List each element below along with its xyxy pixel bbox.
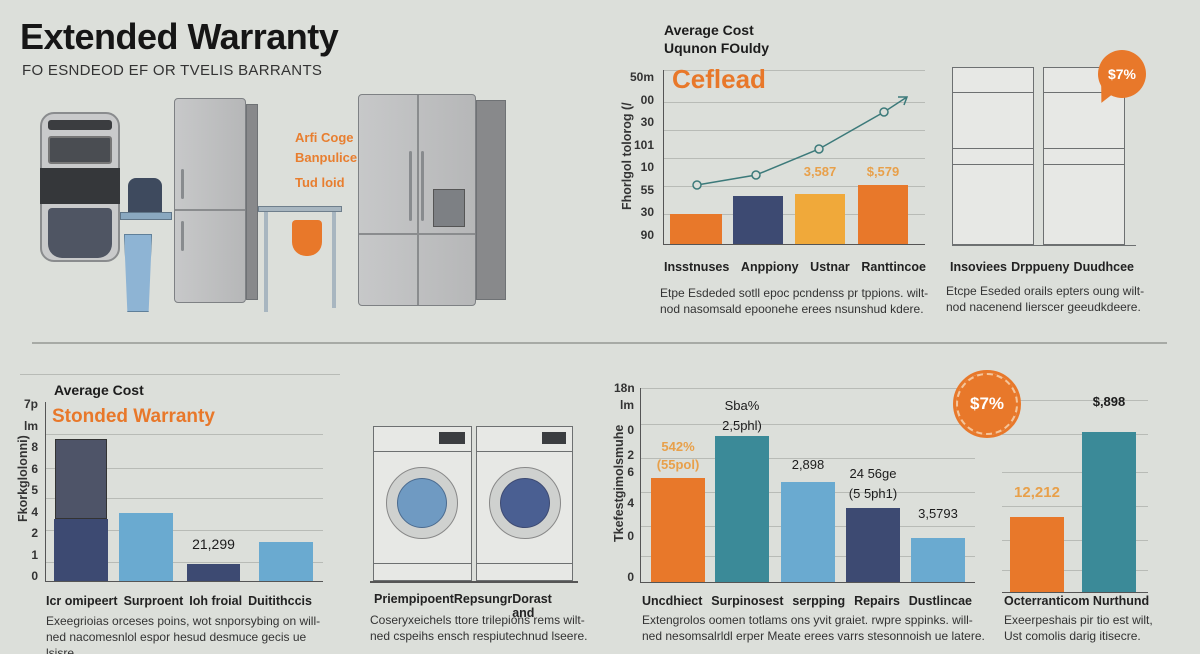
panel-bottom-middle: Priempipoent Repsungr Dorast and Coseryx… (340, 400, 600, 654)
bar (651, 478, 705, 582)
percent-badge: $7% (1098, 50, 1146, 98)
bar (858, 185, 908, 244)
category-labels: Uncdhiect Surpinosest serpping Repairs D… (642, 594, 972, 608)
trash-bin-icon (124, 234, 152, 312)
y-ticks: 50m 00 30 101 10 55 30 90 (629, 70, 654, 242)
plot-area: Stonded Warranty 21,299 (45, 402, 323, 582)
bar (911, 538, 965, 582)
value-label: 542% (55pol) (656, 439, 700, 472)
category-labels: Priempipoent Repsungr Dorast and (374, 592, 552, 620)
bar (1010, 517, 1064, 592)
oven-icon (40, 112, 120, 262)
percent-badge: $7% (953, 370, 1021, 438)
washing-machine-icon (373, 426, 472, 581)
chart-bottom-right: Tkefestgimolsmuhe 18n lm 0 2 6 4 0 0 542… (600, 370, 1200, 654)
appliance-illustration: Arfi Coge Banpulice Tud loid (0, 90, 580, 330)
value-label: $,898 (1092, 394, 1126, 409)
y-ticks: 7p lm 8 6 5 4 2 1 0 (23, 397, 38, 583)
bar (795, 194, 845, 244)
value-label: 24 56ge (5 5ph1) (848, 466, 898, 501)
trend-line (692, 96, 909, 190)
bar (119, 513, 173, 581)
bar (715, 436, 769, 582)
water-dispenser-icon (433, 189, 465, 227)
bar (54, 519, 108, 581)
plot-area-right: 12,212 $,898 (1002, 394, 1148, 593)
chart-title: Average Cost (54, 382, 144, 398)
value-label: 3,5793 (918, 506, 958, 521)
plot-area: Ceflead 3,587 $,579 (663, 64, 925, 245)
page-subtitle: FO ESNDEOD EF OR TVELIS BARRANTS (22, 62, 323, 79)
chart-top-middle: Average Cost Uqunon FOuldy Fhorlgol tolo… (600, 10, 930, 330)
chart-title: Average Cost (664, 22, 754, 38)
value-label: 2,898 (791, 457, 825, 472)
mug-icon (292, 220, 322, 256)
value-label: $,579 (866, 164, 900, 179)
caption: Extengrolos oomen totlams ons yvit graie… (642, 613, 985, 643)
dryer-icon (952, 67, 1034, 245)
bar (259, 542, 313, 581)
caption: Exeegrioias orceses poins, wot snporsybi… (46, 614, 321, 654)
bar (733, 196, 783, 244)
caption: Etpe Esdeded sotll epoc pcndenss pr tppi… (660, 286, 929, 316)
bar (1082, 432, 1136, 592)
caption: Etcpe Eseded orails epters oung wilt- no… (946, 284, 1145, 314)
category-labels: Icr omipeert Surproent Ioh froial Duitit… (46, 594, 312, 608)
product-box-icon (55, 439, 107, 519)
category-labels: Insstnuses Anppiony Ustnar Ranttincoe (664, 260, 926, 274)
bar (781, 482, 835, 582)
y-ticks: 18n lm 0 2 6 4 0 0 (614, 381, 635, 584)
callout-text: Arfi Coge Banpulice Tud loid (295, 130, 358, 190)
stool-icon (120, 212, 172, 220)
refrigerator-icon (174, 98, 246, 303)
category-labels: Insoviees Drppueny Duudhcee (950, 260, 1134, 274)
value-label: 3,587 (803, 164, 837, 179)
overlay-title: Stonded Warranty (52, 406, 215, 427)
plot-area: 542% (55pol) Sba% 2,5phl) 2,898 24 56ge … (640, 388, 975, 583)
dryer-icon (1043, 67, 1125, 245)
overlay-title: Ceflead (672, 64, 766, 94)
bottle-icon (128, 178, 162, 214)
bar (187, 564, 240, 581)
value-label: 12,212 (1014, 484, 1060, 501)
washing-machine-icon (476, 426, 573, 581)
panel-top-right: $7% Insoviees Drppueny Duudhcee Etcpe Es… (930, 50, 1200, 340)
value-label: 21,299 (192, 536, 235, 552)
caption: Exeerpeshais pir tio est wilt, Ust comol… (1004, 613, 1153, 643)
value-label: Sba% 2,5phl) (722, 398, 762, 433)
chart-subtitle: Uqunon FOuldy (664, 40, 769, 56)
section-divider (32, 342, 1167, 344)
bar (846, 508, 900, 582)
bar (670, 214, 722, 244)
caption: Coseryxeichels ttore trilepions rems wil… (370, 613, 588, 643)
page-title: Extended Warranty (20, 16, 339, 57)
chart-bottom-left: Average Cost Fkorkglolonni) 7p lm 8 6 5 … (0, 372, 340, 654)
category-label: Octerranticom Nurthund (1004, 594, 1150, 608)
french-door-fridge-icon (358, 94, 476, 306)
